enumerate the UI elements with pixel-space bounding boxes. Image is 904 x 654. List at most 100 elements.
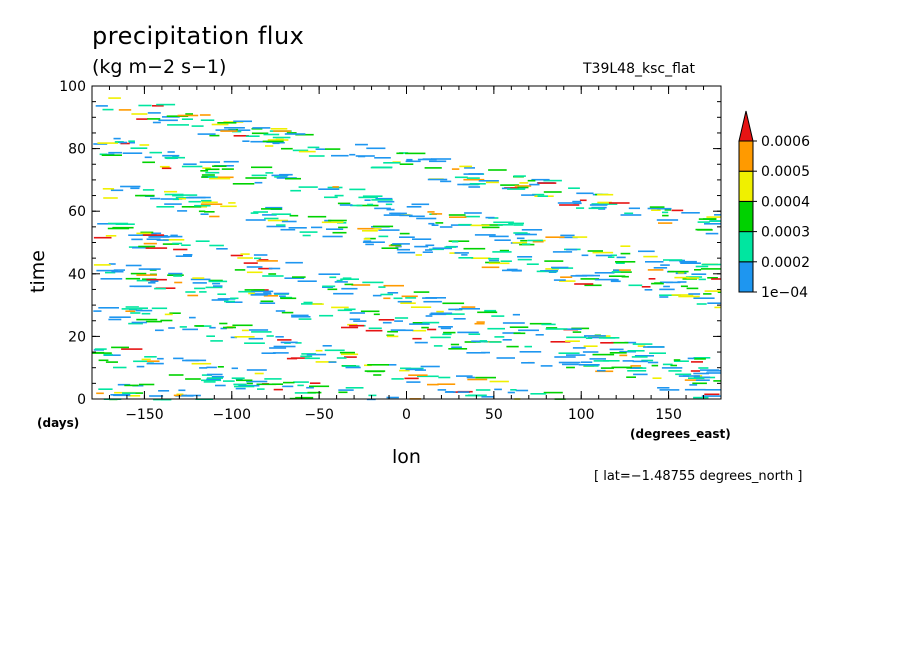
precip-streak	[615, 262, 625, 264]
precip-streak	[691, 361, 703, 363]
precip-streak	[166, 115, 189, 117]
precip-streak	[111, 346, 129, 349]
precip-streak	[584, 335, 606, 337]
precip-streak	[273, 130, 291, 132]
precip-streak	[272, 352, 289, 354]
precip-streak	[190, 278, 211, 281]
precip-streak	[209, 134, 220, 137]
precip-streak	[236, 379, 253, 382]
precip-streak	[131, 321, 147, 324]
precip-streak	[357, 227, 375, 230]
precip-streak	[158, 119, 178, 122]
colorbar-label: 0.0004	[761, 194, 810, 210]
precip-streak	[144, 356, 157, 358]
precip-streak	[93, 349, 104, 351]
precip-streak	[192, 277, 205, 279]
precip-streak	[298, 186, 318, 188]
precip-streak	[344, 283, 354, 286]
precip-streak	[251, 290, 274, 293]
precip-streak	[130, 312, 141, 314]
precip-streak	[349, 318, 361, 321]
colorbar-segment	[738, 261, 754, 293]
precip-streak	[464, 212, 482, 214]
precip-streak	[464, 215, 480, 218]
precip-streak	[128, 322, 143, 325]
precip-streak	[463, 178, 485, 181]
precip-streak	[609, 348, 624, 351]
precip-streak	[270, 128, 288, 130]
precip-streak	[713, 380, 721, 382]
precip-streak	[685, 276, 703, 278]
precip-streak	[524, 345, 532, 348]
precip-streak	[504, 187, 521, 189]
precip-streak	[309, 382, 321, 384]
precip-streak	[344, 308, 356, 311]
precip-streak	[195, 240, 210, 242]
precip-streak	[545, 236, 565, 238]
precip-streak	[170, 234, 178, 237]
precip-streak	[131, 238, 143, 241]
precip-streak	[442, 333, 452, 336]
precip-streak	[463, 247, 486, 250]
precip-streak	[234, 336, 255, 338]
precip-streak	[307, 391, 322, 394]
precip-streak	[440, 180, 452, 183]
precip-streak	[695, 228, 713, 231]
precip-streak	[131, 113, 148, 115]
precip-streak	[224, 127, 245, 129]
precip-streak	[128, 141, 135, 144]
precip-streak	[200, 213, 209, 215]
precip-streak	[334, 194, 344, 197]
precip-streak	[448, 348, 468, 350]
precip-streak	[152, 121, 161, 124]
precip-streak	[121, 348, 143, 350]
y-tick-label: 80	[68, 142, 86, 158]
precip-streak	[331, 154, 349, 157]
precip-streak	[463, 173, 481, 175]
precip-streak	[217, 293, 227, 295]
precip-streak	[427, 383, 439, 386]
precip-streak	[208, 280, 228, 283]
precip-streak	[399, 163, 414, 165]
precip-streak	[117, 383, 131, 386]
precip-streak	[445, 391, 454, 393]
precip-streak	[516, 237, 525, 240]
precip-streak	[673, 360, 689, 362]
x-tick-label: −100	[213, 407, 251, 423]
precip-streak	[215, 176, 234, 179]
precip-streak	[220, 130, 238, 132]
x-tick-label: 50	[485, 407, 503, 423]
precip-streak	[651, 209, 661, 211]
precip-streak	[268, 267, 281, 270]
precip-streak	[387, 292, 399, 294]
precip-streak	[572, 236, 588, 238]
precip-streak	[349, 312, 365, 314]
precip-streak	[223, 380, 235, 382]
precip-streak	[355, 155, 375, 157]
precip-streak	[450, 343, 460, 346]
precip-streak	[298, 318, 312, 320]
precip-streak	[641, 286, 651, 288]
precip-streak	[159, 165, 170, 168]
precip-streak	[518, 329, 539, 332]
precip-streak	[168, 374, 184, 376]
precip-streak	[481, 396, 494, 398]
precip-streak	[264, 217, 279, 220]
precip-streak	[603, 360, 620, 362]
precip-streak	[394, 320, 403, 322]
precip-streak	[521, 194, 537, 196]
precip-streak	[279, 295, 286, 297]
precip-streak	[406, 381, 421, 383]
precip-streak	[494, 388, 502, 391]
precip-streak	[233, 120, 252, 123]
precip-streak	[428, 222, 435, 225]
precip-streak	[215, 384, 226, 387]
precip-streak	[688, 377, 705, 379]
precip-streak	[420, 365, 440, 368]
precip-streak	[415, 254, 422, 256]
precip-streak	[289, 214, 299, 217]
precip-streak	[558, 352, 580, 354]
precip-streak	[299, 231, 318, 233]
precip-streak	[515, 233, 537, 236]
precip-streak	[130, 147, 148, 149]
